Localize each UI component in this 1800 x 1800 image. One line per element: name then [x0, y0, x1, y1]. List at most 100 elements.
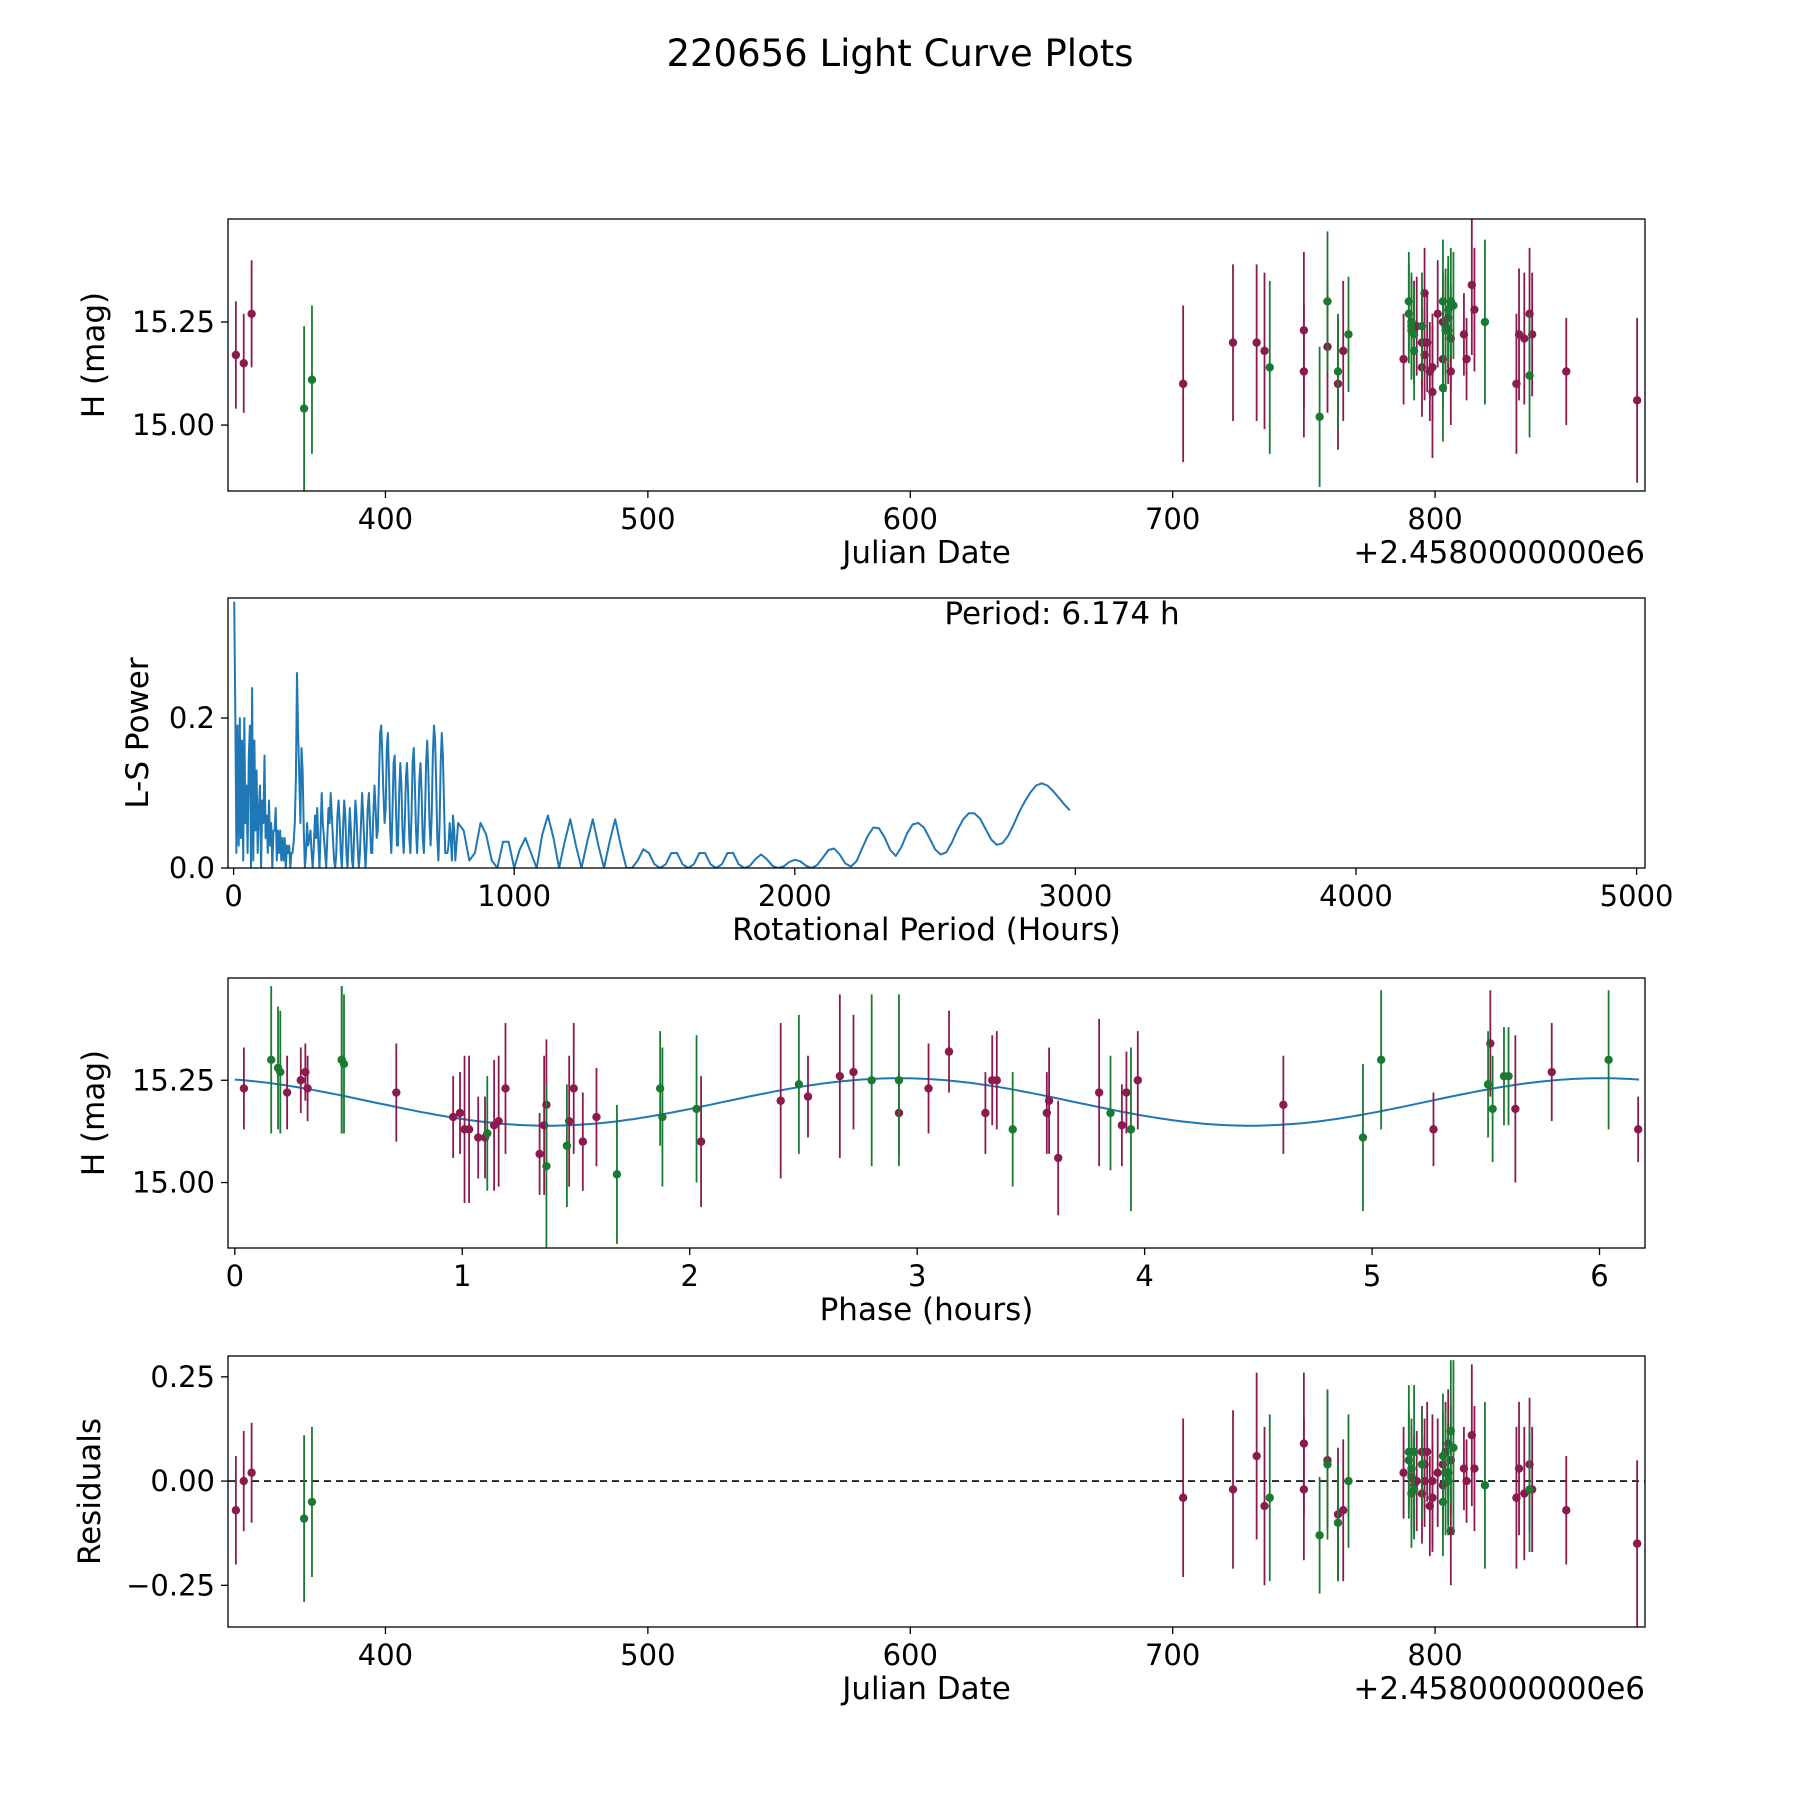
residuals-point-green — [1315, 1531, 1324, 1540]
residuals-point-red — [1514, 1464, 1524, 1473]
phased-point-red — [296, 1076, 305, 1085]
light-curve-point-red — [1433, 309, 1442, 318]
phased-point-green — [1604, 1055, 1613, 1065]
phased-point-red — [1133, 1076, 1142, 1085]
residuals-point-red — [1178, 1493, 1188, 1502]
residuals-xtick-label: 400 — [358, 1638, 413, 1672]
figure-title: 220656 Light Curve Plots — [666, 32, 1133, 75]
phased-xtick-label: 0 — [226, 1259, 244, 1293]
phased-point-green — [612, 1170, 622, 1179]
light-curve-point-red — [231, 350, 241, 360]
light-curve-xtick-label: 800 — [1407, 502, 1462, 536]
light-curve-point-red — [1178, 379, 1188, 389]
light-curve-axes-frame — [227, 218, 1646, 492]
residuals-xtick-label: 600 — [883, 1638, 938, 1672]
light-curve-point-green — [299, 404, 309, 413]
phased-point-red — [392, 1088, 401, 1097]
phased-point-green — [658, 1112, 667, 1122]
phased-point-red — [303, 1084, 312, 1093]
phased-point-green — [1483, 1080, 1493, 1089]
residuals-point-red — [1399, 1468, 1408, 1477]
light-curve-point-green — [1409, 346, 1419, 356]
phased-point-red — [835, 1071, 845, 1081]
residuals-point-green — [299, 1514, 309, 1523]
residuals-point-red — [1462, 1476, 1471, 1486]
light-curve-ylabel: H (mag) — [76, 292, 112, 418]
phased-point-green — [1488, 1104, 1497, 1114]
light-curve-ytick-label: 15.25 — [132, 305, 215, 339]
light-curve-xtick-label: 600 — [883, 502, 938, 536]
phased-point-green — [483, 1129, 492, 1138]
phased-point-red — [1044, 1096, 1054, 1105]
light-curve-x-offset: +2.4580000000e6 — [1353, 535, 1645, 571]
periodogram-ylabel: L-S Power — [120, 657, 156, 808]
phased-point-red — [776, 1096, 785, 1105]
phased-xtick-label: 2 — [680, 1259, 698, 1293]
residuals-point-red — [247, 1468, 256, 1477]
residuals-point-red — [1632, 1539, 1642, 1548]
phased-ylabel: H (mag) — [76, 1050, 112, 1176]
light-curve-xtick-label: 500 — [620, 502, 675, 536]
phased-point-red — [239, 1084, 249, 1093]
residuals-point-red — [1299, 1485, 1309, 1494]
phased-point-red — [448, 1112, 458, 1122]
phased-point-red — [696, 1137, 706, 1146]
phased-point-red — [1279, 1100, 1288, 1110]
phased-point-green — [867, 1076, 876, 1085]
light-curve-point-red — [1462, 354, 1471, 364]
phased-point-red — [992, 1076, 1001, 1085]
phased-point-red — [849, 1067, 858, 1077]
phased-point-red — [1547, 1067, 1556, 1077]
phased-point-green — [542, 1161, 551, 1171]
residuals-point-red — [1470, 1464, 1479, 1473]
residuals-point-green — [1344, 1476, 1353, 1486]
phased-point-red — [455, 1108, 465, 1118]
phased-point-green — [562, 1141, 572, 1150]
phased-point-green — [276, 1067, 285, 1077]
residuals-axes-frame — [227, 1355, 1646, 1628]
phased-point-green — [894, 1076, 904, 1085]
light-curve-point-red — [1428, 387, 1437, 397]
residuals-xtick-label: 800 — [1407, 1638, 1462, 1672]
light-curve-point-red — [1470, 305, 1479, 314]
residuals-panel: 400 500 600 700 800 −0.25 0.00 0.25 Julian Date… — [72, 1355, 1646, 1707]
periodogram-axes-frame — [227, 597, 1646, 869]
phased-point-red — [803, 1092, 813, 1101]
phased-point-red — [494, 1116, 503, 1126]
phased-point-red — [569, 1084, 578, 1093]
phased-xtick-label: 3 — [908, 1259, 926, 1293]
residuals-point-red — [1428, 1476, 1437, 1486]
periodogram-ytick-label: 0.2 — [169, 701, 215, 735]
periodogram-xtick-label: 1000 — [477, 879, 551, 913]
light-curve-xlabel: Julian Date — [840, 535, 1011, 571]
phased-point-green — [1376, 1055, 1386, 1065]
residuals-point-green — [307, 1497, 317, 1507]
phased-xlabel: Phase (hours) — [820, 1292, 1034, 1328]
residuals-point-green — [1323, 1460, 1332, 1469]
phased-point-red — [1094, 1088, 1104, 1097]
light-curve-point-red — [1446, 367, 1456, 376]
residuals-point-red — [231, 1506, 241, 1515]
light-curve-point-green — [1323, 297, 1332, 306]
phased-point-green — [794, 1080, 804, 1089]
residuals-point-green — [1265, 1493, 1274, 1502]
periodogram-xtick-label: 5000 — [1600, 879, 1674, 913]
residuals-point-red — [1260, 1501, 1269, 1511]
residuals-point-red — [239, 1476, 248, 1486]
phased-panel: 0 1 2 3 4 5 6 15.00 15.25 Phase (hours) H (mag) — [76, 977, 1646, 1328]
light-curve-point-green — [1344, 330, 1353, 339]
phased-point-green — [1358, 1133, 1368, 1142]
residuals-point-green — [1480, 1481, 1490, 1490]
phased-point-red — [592, 1112, 601, 1122]
phased-point-red — [1053, 1153, 1063, 1163]
light-curve-point-green — [307, 375, 317, 384]
phased-ytick-label: 15.25 — [132, 1063, 215, 1097]
residuals-xtick-label: 500 — [620, 1638, 675, 1672]
light-curve-point-green — [1315, 412, 1324, 422]
light-curve-point-red — [1260, 346, 1269, 356]
phased-point-red — [944, 1047, 954, 1056]
periodogram-xtick-label: 4000 — [1319, 879, 1393, 913]
periodogram-xlabel: Rotational Period (Hours) — [732, 912, 1121, 948]
residuals-point-red — [1433, 1468, 1442, 1477]
